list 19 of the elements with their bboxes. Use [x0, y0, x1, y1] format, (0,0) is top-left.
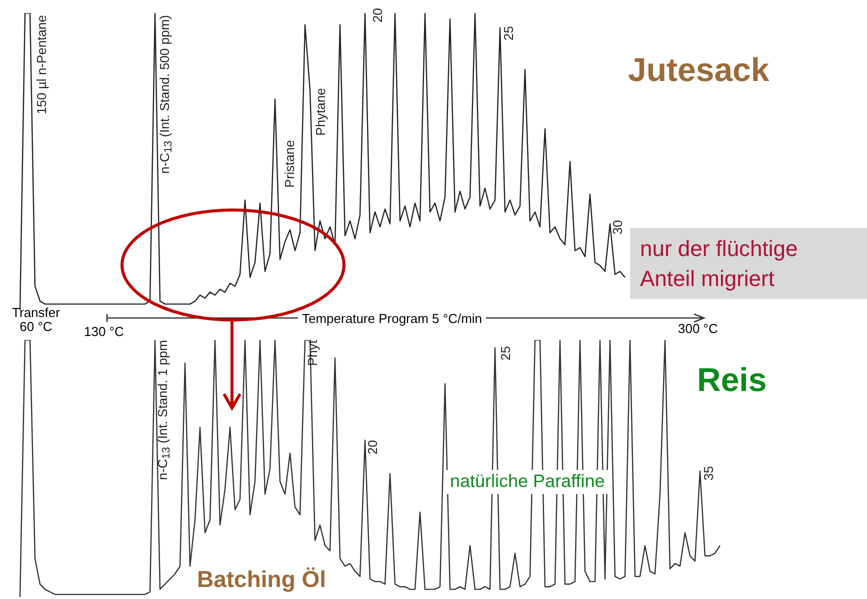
annotation: Phyt: [305, 340, 320, 366]
text: Temperature Program 5 °C/min: [298, 310, 486, 328]
text: 130 °C: [84, 324, 124, 340]
annotation: 25: [498, 346, 514, 360]
text: 300 °C: [678, 321, 718, 336]
text: Jutesack: [628, 51, 770, 88]
text: nur der flüchtige Anteil migriert: [630, 228, 867, 300]
annotation: Pristane: [282, 140, 298, 188]
annotation: 25: [501, 26, 516, 40]
text: Reis: [697, 361, 767, 398]
annotation: natürliche Paraffine: [446, 470, 609, 494]
annotation: 20: [365, 440, 380, 454]
annotation: Batching Öl: [197, 566, 326, 592]
annotation: Phytane: [313, 88, 328, 136]
annotation: 20: [370, 8, 386, 22]
annotation: Transfer 60 °C: [11, 305, 61, 335]
annotation: 35: [701, 466, 716, 480]
annotation: 150 µl n-Pentane: [34, 15, 50, 114]
annotation: 30: [610, 220, 626, 234]
